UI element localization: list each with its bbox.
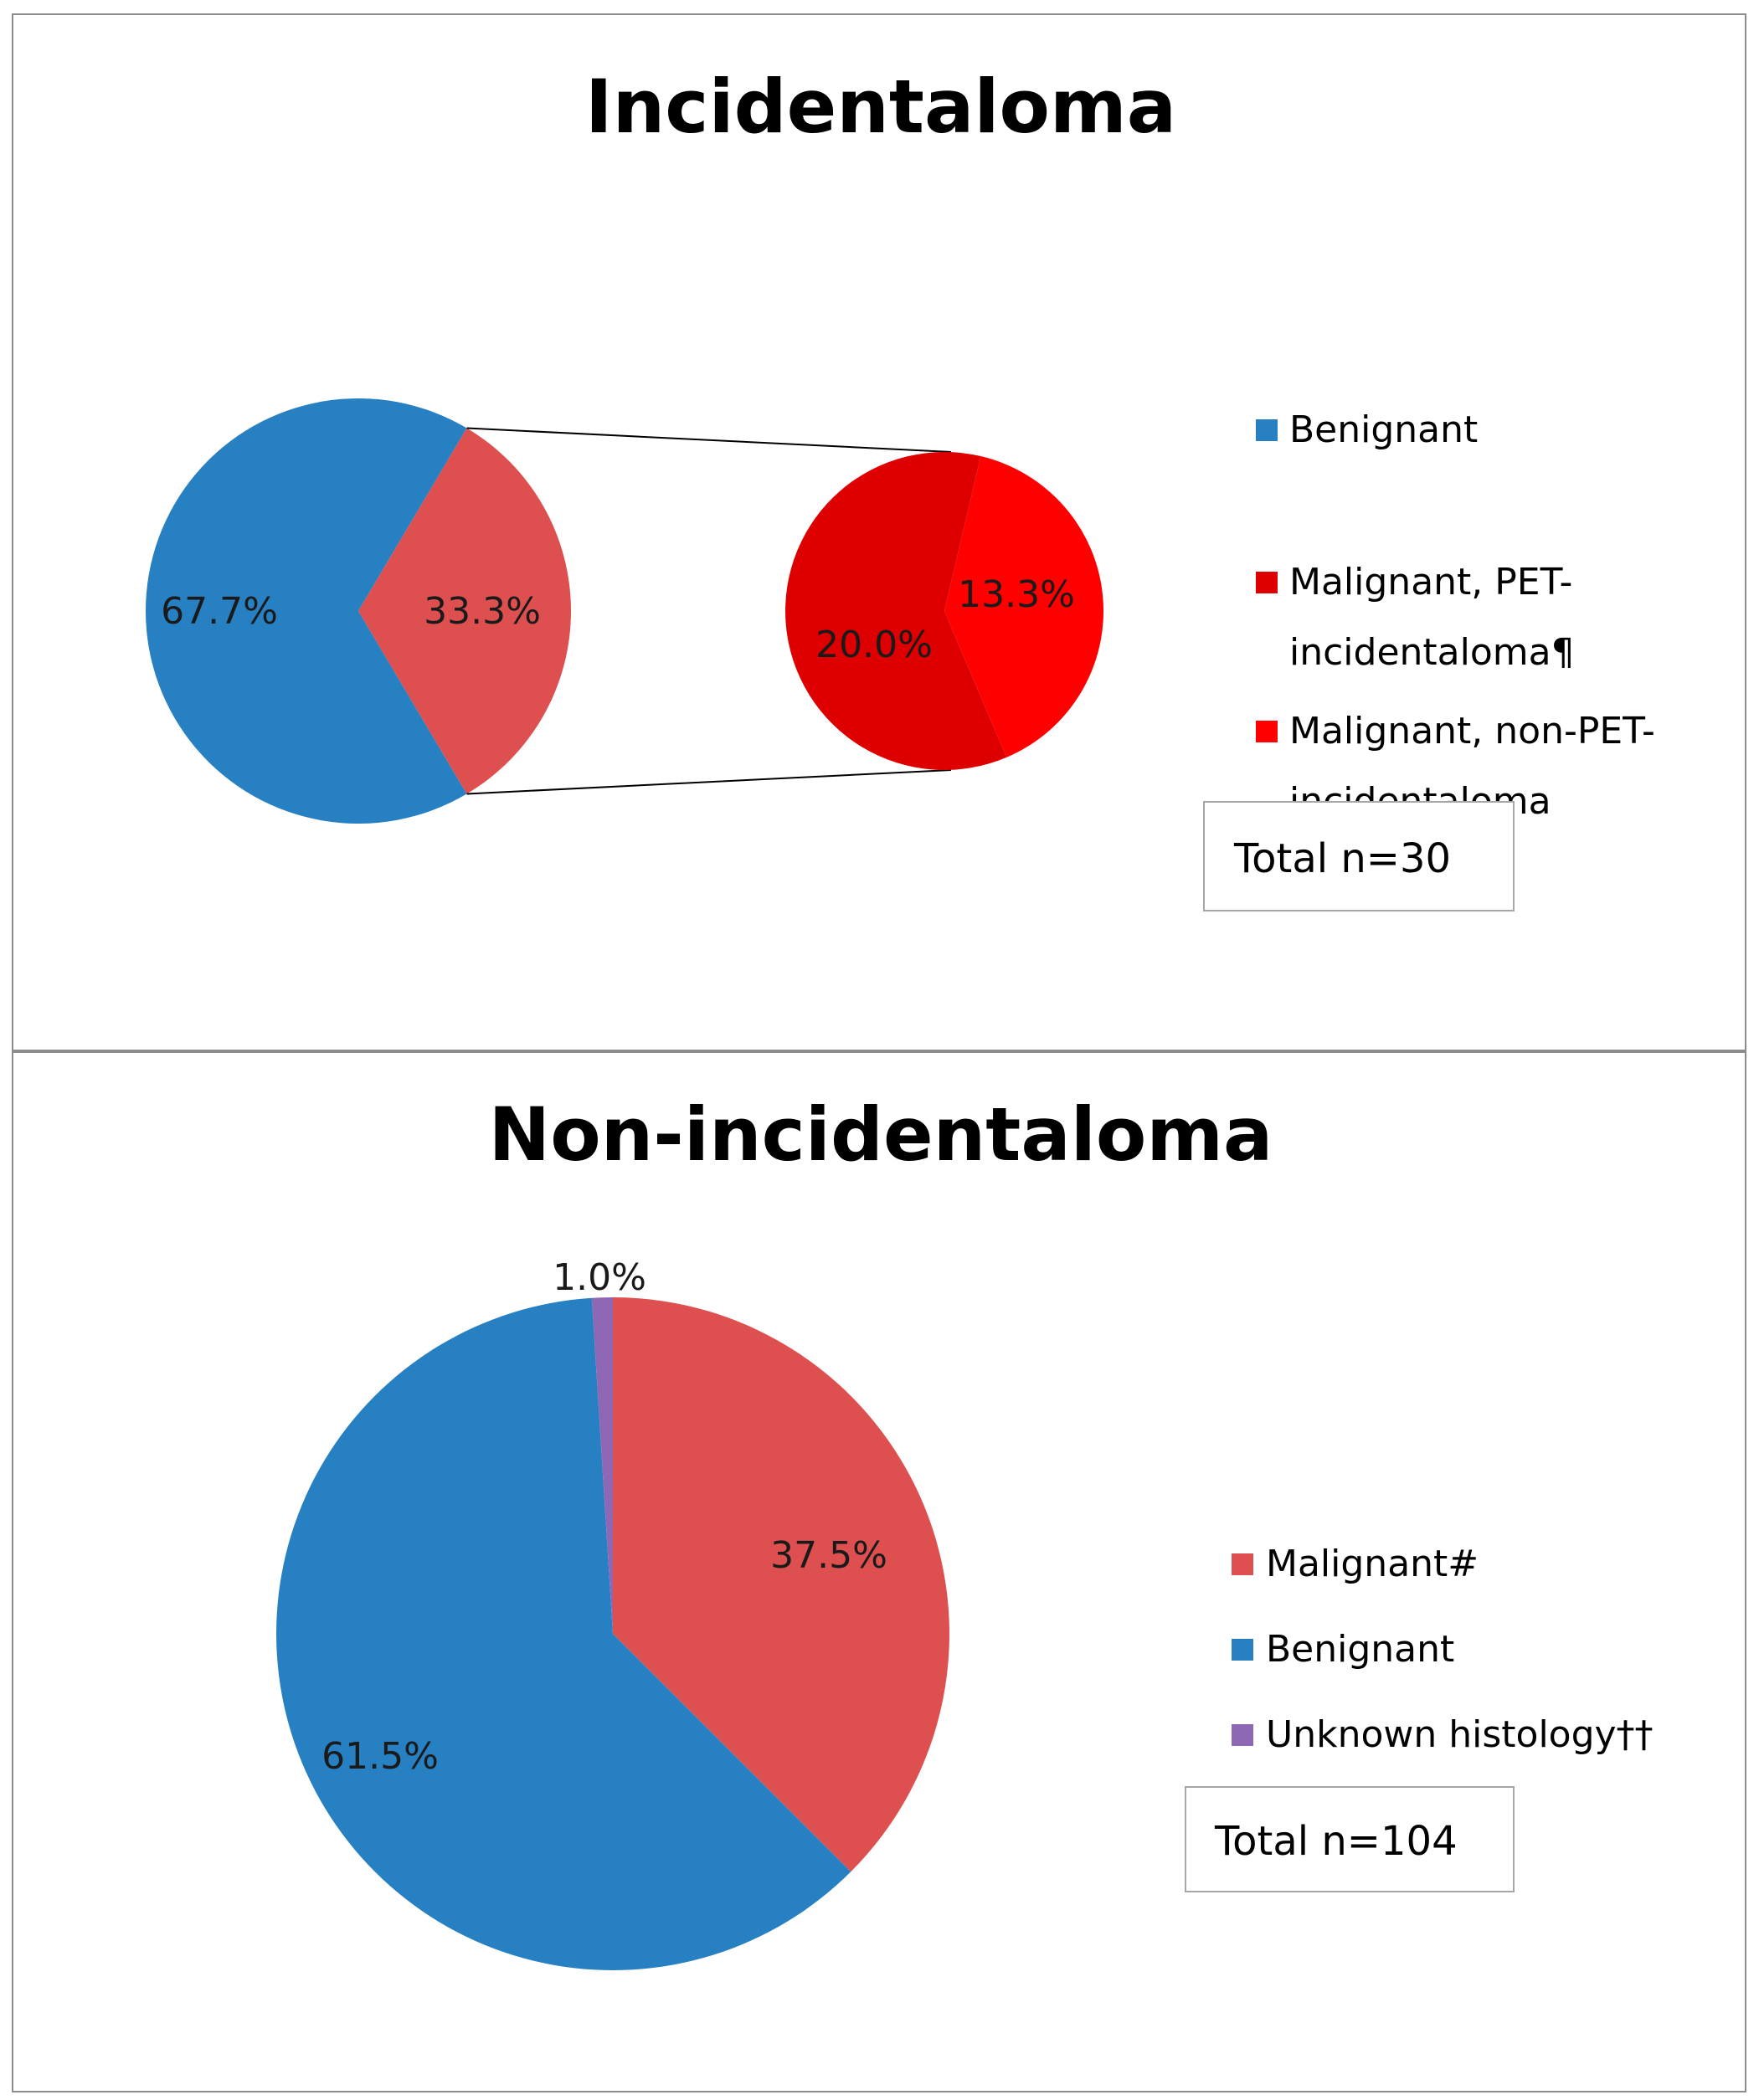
connector-line-top: [466, 427, 952, 453]
non-incidentaloma-chart: Non-incidentaloma 37.5% 61.5% 1.0% Maligna…: [276, 1091, 1654, 1970]
data-label-unknown-histology: 1.0%: [553, 1256, 646, 1299]
total-label: Total n=104: [1214, 1818, 1458, 1865]
legend-swatch-1: [1256, 419, 1278, 441]
total-box: [1203, 801, 1515, 911]
incidentaloma-chart-panel: Incidentaloma 67.7% 33.3% 20.0% 13.3% Benig…: [12, 13, 1746, 1051]
legend-swatch-benignant: [1232, 1639, 1253, 1661]
chart-title: Incidentaloma: [585, 64, 1176, 150]
slice-malignant: [358, 428, 572, 794]
connector-line-bottom: [466, 769, 952, 795]
legend-swatch-3: [1256, 721, 1278, 742]
total-label: Total n=30: [1233, 835, 1451, 882]
slice-malignant-non-pet-incidentaloma: [944, 456, 1104, 757]
slice-malignant: [613, 1297, 950, 1872]
legend-label-2-line-1: Malignant, PET-: [1289, 561, 1572, 603]
chart-title: Non-incidentaloma: [489, 1091, 1273, 1178]
slice-benignant: [276, 1297, 851, 1970]
slice-benignant: [146, 398, 467, 824]
slice-malignant-pet-incidentaloma: [785, 452, 1007, 770]
total-box: [1185, 1786, 1515, 1892]
legend-label-unknown-histology: Unknown histology††: [1266, 1713, 1654, 1756]
data-label-malignant-pet-incidentaloma: 20.0%: [815, 624, 933, 666]
legend-label-1-line-1: Benignant: [1289, 408, 1478, 451]
slice-unknown-histology: [591, 1297, 613, 1634]
legend-label-2-line-2: incidentaloma¶: [1289, 631, 1575, 674]
legend-label-benignant: Benignant: [1266, 1628, 1454, 1671]
data-label-benignant: 67.7%: [161, 590, 278, 633]
data-label-malignant: 37.5%: [770, 1534, 887, 1577]
legend-label-3-line-1: Malignant, non-PET-: [1289, 710, 1655, 752]
incidentaloma-chart: Incidentaloma 67.7% 33.3% 20.0% 13.3% Benig…: [146, 64, 1655, 911]
data-label-malignant-non-pet-incidentaloma: 13.3%: [958, 573, 1075, 616]
data-label-malignant: 33.3%: [424, 590, 541, 633]
legend-swatch-unknown-histology: [1232, 1724, 1253, 1746]
data-label-benignant: 61.5%: [321, 1735, 439, 1778]
legend-swatch-malignant: [1232, 1553, 1253, 1575]
non-incidentaloma-chart-panel: Non-incidentaloma 37.5% 61.5% 1.0% Maligna…: [12, 1051, 1746, 2092]
legend-label-malignant: Malignant#: [1266, 1543, 1479, 1585]
legend-swatch-2: [1256, 572, 1278, 593]
